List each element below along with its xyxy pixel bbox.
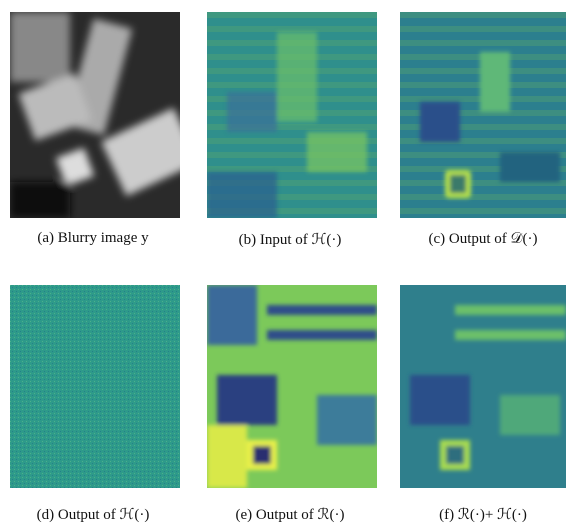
image [10,285,180,488]
image [207,285,377,488]
caption: (e) Output of ℛ(·) [195,505,385,524]
caption: (f) ℛ(·)+ ℋ(·) [388,505,569,524]
panel-e: (e) Output of ℛ(·) [207,285,377,488]
image [207,12,377,218]
image [10,12,180,218]
panel-c: (c) Output of 𝒟(·) [400,12,566,218]
image [400,12,566,218]
caption: (b) Input of ℋ(·) [195,230,385,249]
caption: (c) Output of 𝒟(·) [388,230,569,248]
caption: (a) Blurry image y [0,230,188,247]
panel-d: (d) Output of ℋ(·) [10,285,180,488]
page: {"panels": [ {"caption": "(a) Blurry ima… [0,0,569,528]
panel-a: (a) Blurry image y [10,12,180,218]
caption: (d) Output of ℋ(·) [0,505,188,524]
panel-b: (b) Input of ℋ(·) [207,12,377,218]
panel-f: (f) ℛ(·)+ ℋ(·) [400,285,566,488]
image [400,285,566,488]
